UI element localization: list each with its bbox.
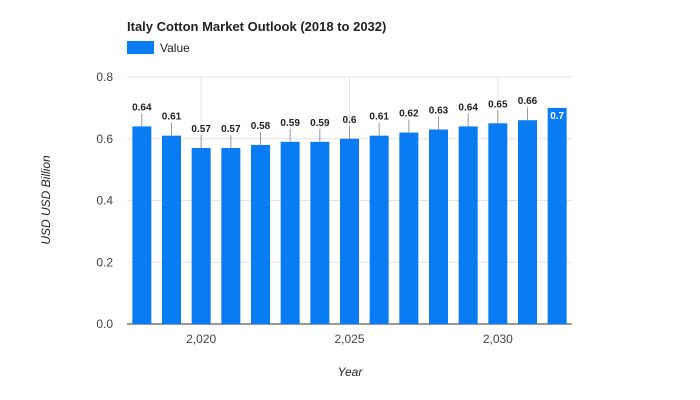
- legend-label-value: Value: [160, 41, 190, 55]
- bar-data-label: 0.59: [280, 118, 300, 129]
- y-axis-title: USD USD Billion: [39, 155, 53, 245]
- x-axis: 2,020 2,025 2,030: [186, 332, 513, 346]
- y-axis: 0.0 0.2 0.4 0.6 0.8: [96, 70, 113, 331]
- chart-title: Italy Cotton Market Outlook (2018 to 203…: [127, 19, 386, 34]
- bar[interactable]: [399, 132, 419, 324]
- bar-data-label: 0.61: [369, 112, 389, 123]
- bar-data-label: 0.65: [488, 99, 508, 110]
- y-tick-label: 0.2: [96, 255, 113, 269]
- data-labels: 0.64 0.61 0.57 0.57 0.58 0.59 0.59 0.6 0.61 0.62 0…: [132, 96, 565, 149]
- bar[interactable]: [310, 141, 330, 324]
- bar-data-label: 0.61: [162, 112, 182, 123]
- x-axis-title: Year: [338, 365, 364, 379]
- y-tick-label: 0.4: [96, 194, 113, 208]
- bar[interactable]: [132, 126, 152, 325]
- bar-data-label: 0.63: [429, 105, 449, 116]
- bar[interactable]: [221, 148, 241, 324]
- bar[interactable]: [251, 144, 270, 324]
- bar-data-label: 0.57: [191, 124, 211, 135]
- y-tick-label: 0.8: [96, 70, 113, 84]
- legend-swatch-value: [127, 41, 154, 54]
- bar-data-label: 0.66: [518, 96, 538, 107]
- bar-data-label: 0.59: [310, 118, 330, 129]
- bar[interactable]: [162, 135, 181, 324]
- bar[interactable]: [458, 126, 478, 325]
- bar-data-label: 0.64: [132, 102, 152, 113]
- bar-data-label: 0.57: [221, 124, 241, 135]
- bar[interactable]: [369, 135, 389, 324]
- bar-data-label: 0.64: [458, 102, 478, 113]
- bar-data-label: 0.58: [251, 121, 271, 132]
- bar-data-label: 0.7: [550, 111, 564, 122]
- bar[interactable]: [547, 107, 567, 324]
- bar[interactable]: [280, 141, 300, 324]
- bar[interactable]: [488, 123, 508, 324]
- legend[interactable]: Value: [127, 41, 190, 55]
- bar[interactable]: [191, 148, 211, 324]
- bar-series-value: [132, 107, 567, 325]
- bar-data-label: 0.6: [343, 115, 357, 126]
- bar[interactable]: [518, 120, 537, 324]
- bar[interactable]: [429, 129, 448, 324]
- x-tick-label: 2,030: [483, 332, 513, 346]
- bar[interactable]: [340, 138, 359, 324]
- x-tick-label: 2,025: [334, 332, 364, 346]
- bar-data-label: 0.62: [399, 109, 419, 120]
- y-tick-label: 0.6: [96, 132, 113, 146]
- x-tick-label: 2,020: [186, 332, 216, 346]
- y-tick-label: 0.0: [96, 317, 113, 331]
